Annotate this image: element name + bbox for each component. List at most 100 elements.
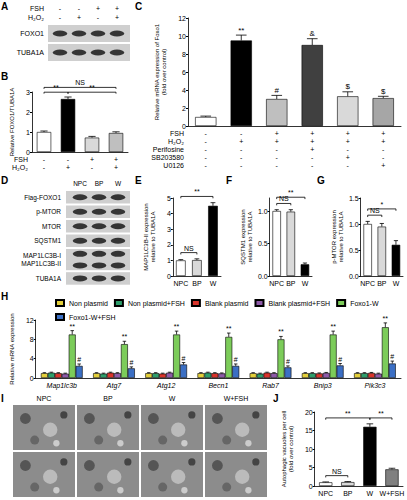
svg-text:W+FSH: W+FSH: [380, 490, 405, 497]
svg-text:5: 5: [167, 195, 171, 202]
svg-text:0.5: 0.5: [258, 240, 268, 247]
svg-text:NPC: NPC: [173, 280, 188, 287]
svg-text:Relative mRNA expression: Relative mRNA expression: [9, 313, 15, 384]
svg-text:BP: BP: [343, 490, 353, 497]
svg-text:-: -: [97, 14, 100, 21]
svg-text:Flag-FOXO1: Flag-FOXO1: [24, 194, 61, 202]
svg-text:2: 2: [26, 109, 30, 116]
svg-text:-: -: [240, 162, 243, 169]
svg-text:NPC: NPC: [360, 280, 375, 287]
svg-text:FSH: FSH: [170, 130, 184, 137]
svg-text:relative to TUBA1A: relative to TUBA1A: [150, 212, 156, 263]
svg-text:#: #: [275, 86, 280, 95]
svg-text:0: 0: [30, 375, 34, 382]
svg-text:relative to TUBA1A: relative to TUBA1A: [338, 212, 344, 263]
svg-text:H₂O₂: H₂O₂: [12, 164, 28, 171]
svg-text:D: D: [1, 175, 8, 186]
svg-text:**: **: [226, 325, 232, 332]
svg-text:I: I: [1, 393, 4, 404]
svg-text:H₂O₂: H₂O₂: [168, 138, 184, 145]
svg-text:15: 15: [305, 427, 313, 434]
svg-text:-: -: [240, 130, 243, 137]
svg-text:4: 4: [167, 210, 171, 217]
svg-text:12: 12: [178, 15, 186, 22]
svg-text:-: -: [276, 162, 279, 169]
svg-text:+: +: [310, 146, 314, 153]
svg-text:6: 6: [182, 69, 186, 76]
svg-text:**: **: [238, 26, 244, 35]
svg-text:+: +: [77, 14, 81, 21]
svg-text:#: #: [182, 355, 186, 362]
svg-text:-: -: [91, 164, 94, 171]
svg-text:&: &: [310, 29, 316, 38]
svg-text:Blank plasmid+FSH: Blank plasmid+FSH: [268, 300, 330, 308]
svg-text:-: -: [240, 154, 243, 161]
svg-text:TUBA1A: TUBA1A: [17, 49, 45, 56]
svg-text:A: A: [1, 1, 8, 12]
svg-text:#: #: [286, 358, 290, 365]
svg-text:+: +: [275, 130, 279, 137]
svg-text:+: +: [90, 156, 94, 163]
svg-text:#: #: [338, 356, 342, 363]
svg-text:-: -: [67, 156, 70, 163]
svg-text:p-MTOR: p-MTOR: [36, 208, 61, 216]
svg-text:4: 4: [30, 355, 34, 362]
svg-text:8: 8: [182, 51, 186, 58]
svg-text:MAP1LC3B-IMAP1LC3B-II: MAP1LC3B-IMAP1LC3B-II: [21, 252, 61, 267]
svg-text:BP: BP: [95, 180, 104, 187]
svg-text:Non plasmid+FSH: Non plasmid+FSH: [128, 300, 185, 308]
svg-text:W: W: [115, 180, 122, 187]
svg-text:+: +: [381, 138, 385, 145]
svg-text:J: J: [273, 393, 279, 404]
svg-text:0: 0: [182, 123, 186, 130]
svg-text:Blank plasmid: Blank plasmid: [205, 300, 249, 308]
svg-text:-: -: [59, 14, 62, 21]
svg-text:Atg7: Atg7: [106, 382, 123, 390]
svg-text:-: -: [240, 146, 243, 153]
svg-text:$: $: [381, 87, 386, 96]
svg-text:**: **: [383, 315, 389, 322]
svg-text:SQSTM1 expression: SQSTM1 expression: [240, 209, 246, 264]
svg-text:#: #: [390, 353, 394, 360]
svg-text:-: -: [382, 154, 385, 161]
svg-text:Foxo1-W: Foxo1-W: [350, 300, 379, 307]
svg-text:**: **: [174, 323, 180, 330]
svg-text:NS: NS: [332, 468, 342, 475]
svg-text:Foxo1-W+FSH: Foxo1-W+FSH: [69, 314, 115, 321]
svg-text:8: 8: [30, 336, 34, 343]
svg-text:FSH: FSH: [30, 5, 44, 12]
svg-text:+: +: [115, 14, 119, 21]
svg-text:10: 10: [178, 33, 186, 40]
svg-text:4: 4: [182, 87, 186, 94]
svg-text:NPC: NPC: [269, 280, 284, 287]
svg-text:-: -: [205, 162, 208, 169]
svg-text:Autophagic vacuoles per cell: Autophagic vacuoles per cell: [281, 411, 287, 487]
svg-text:NPC: NPC: [37, 395, 52, 402]
svg-text:-: -: [59, 5, 62, 12]
svg-text:-: -: [78, 5, 81, 12]
svg-text:Map1lc3b: Map1lc3b: [47, 382, 77, 390]
svg-text:3: 3: [26, 89, 30, 96]
svg-text:-: -: [276, 146, 279, 153]
svg-text:-: -: [347, 146, 350, 153]
svg-text:relative to TUBA1A: relative to TUBA1A: [247, 212, 253, 263]
svg-text:-: -: [276, 154, 279, 161]
svg-text:W: W: [302, 280, 309, 287]
svg-text:**: **: [288, 189, 294, 196]
svg-text:-: -: [382, 146, 385, 153]
svg-text:SQSTM1: SQSTM1: [34, 237, 61, 245]
svg-text:Perifosine: Perifosine: [153, 146, 184, 153]
svg-text:**: **: [330, 323, 336, 330]
svg-text:BP: BP: [103, 395, 113, 402]
svg-text:(fold over control): (fold over control): [161, 49, 167, 96]
svg-text:H₂O₂: H₂O₂: [28, 14, 44, 21]
svg-text:-: -: [205, 138, 208, 145]
svg-text:**: **: [194, 188, 200, 195]
svg-text:G: G: [317, 175, 325, 186]
svg-text:1: 1: [26, 129, 30, 136]
svg-text:**: **: [278, 328, 284, 335]
svg-text:0.0: 0.0: [349, 273, 359, 280]
svg-text:Becn1: Becn1: [208, 382, 228, 389]
svg-text:1.0: 1.0: [258, 208, 268, 215]
svg-text:B: B: [1, 71, 8, 82]
